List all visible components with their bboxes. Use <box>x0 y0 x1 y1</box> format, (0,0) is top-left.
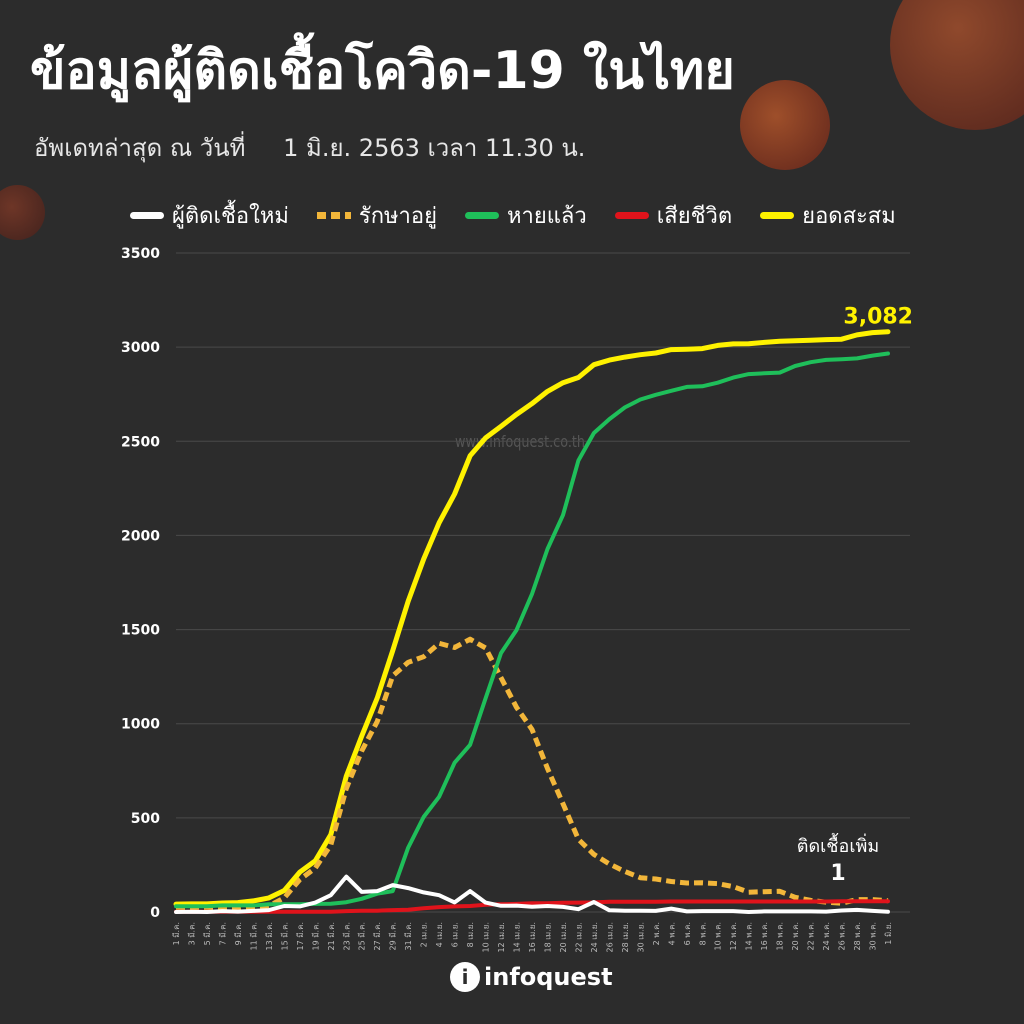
x-tick-label: 1 มิ.ย. <box>884 922 893 945</box>
x-tick-label: 22 เม.ย. <box>574 922 583 953</box>
x-tick-label: 16 เม.ย. <box>528 922 537 953</box>
page-title: ข้อมูลผู้ติดเชื้อโควิด-19 ในไทย <box>30 41 735 101</box>
x-tick-label: 23 มี.ค. <box>342 922 351 950</box>
x-tick-label: 13 มี.ค. <box>265 922 274 950</box>
new-cases-label: ติดเชื้อเพิ่ม <box>797 833 879 857</box>
x-tick-label: 11 มี.ค. <box>249 922 258 950</box>
x-tick-label: 14 พ.ค. <box>745 922 754 950</box>
x-tick-label: 7 มี.ค. <box>218 922 227 945</box>
logo-name: infoquest <box>484 963 613 991</box>
legend-label: เสียชีวิต <box>656 204 733 229</box>
legend-label: ยอดสะสม <box>802 204 896 229</box>
legend-swatch <box>316 212 351 219</box>
y-tick-label: 2000 <box>121 528 160 544</box>
x-tick-label: 12 พ.ค. <box>729 922 738 950</box>
legend-swatch <box>464 212 499 219</box>
y-tick-label: 2500 <box>121 434 160 450</box>
x-tick-label: 8 พ.ค. <box>698 922 707 945</box>
legend-label: ผู้ติดเชื้อใหม่ <box>172 204 289 229</box>
x-tick-label: 30 พ.ค. <box>869 922 878 950</box>
x-tick-label: 18 เม.ย. <box>543 922 552 953</box>
legend-swatch <box>614 212 649 219</box>
x-tick-label: 16 พ.ค. <box>760 922 769 950</box>
x-tick-label: 4 เม.ย. <box>435 922 444 947</box>
x-tick-label: 27 มี.ค. <box>373 922 382 950</box>
new-cases-value: 1 <box>830 861 845 886</box>
x-tick-label: 26 พ.ค. <box>838 922 847 950</box>
legend-item: เสียชีวิต <box>614 198 733 233</box>
series-line <box>174 899 890 914</box>
x-tick-label: 24 เม.ย. <box>590 922 599 953</box>
x-tick-label: 1 มี.ค. <box>172 922 181 945</box>
x-tick-label: 9 มี.ค. <box>234 922 243 945</box>
x-tick-label: 14 เม.ย. <box>513 922 522 953</box>
virus-illustration <box>0 185 45 240</box>
update-label: อัพเดทล่าสุด ณ วันที่ <box>34 134 246 162</box>
update-info: อัพเดทล่าสุด ณ วันที่ 1 มิ.ย. 2563 เวลา … <box>34 128 585 167</box>
x-tick-label: 4 พ.ค. <box>667 922 676 945</box>
x-tick-label: 22 พ.ค. <box>807 922 816 950</box>
series-line <box>173 329 891 907</box>
x-tick-label: 28 เม.ย. <box>621 922 630 953</box>
series-line <box>174 874 890 914</box>
chart-legend: ผู้ติดเชื้อใหม่ รักษาอยู่ หายแล้ว เสียชีวิต… <box>130 198 924 233</box>
legend-swatch <box>760 212 795 219</box>
y-tick-label: 3000 <box>121 340 160 356</box>
infoquest-logo: i infoquest <box>450 962 613 992</box>
y-tick-label: 500 <box>131 811 160 827</box>
x-tick-label: 6 เม.ย. <box>451 922 460 947</box>
y-tick-label: 1000 <box>121 717 160 733</box>
y-tick-label: 1500 <box>121 623 160 639</box>
legend-item: รักษาอยู่ <box>316 198 437 233</box>
x-tick-label: 31 มี.ค. <box>404 922 413 950</box>
y-tick-label: 0 <box>150 905 160 921</box>
series-line <box>175 636 889 913</box>
y-tick-label: 3500 <box>121 246 160 262</box>
x-tick-label: 29 มี.ค. <box>389 922 398 950</box>
update-date: 1 มิ.ย. 2563 เวลา 11.30 น. <box>283 134 586 162</box>
x-tick-label: 18 พ.ค. <box>776 922 785 950</box>
legend-label: หายแล้ว <box>506 204 587 229</box>
x-tick-label: 25 มี.ค. <box>358 922 367 950</box>
legend-item: ยอดสะสม <box>760 198 896 233</box>
x-tick-label: 3 มี.ค. <box>187 922 196 945</box>
legend-item: ผู้ติดเชื้อใหม่ <box>130 198 289 233</box>
legend-label: รักษาอยู่ <box>358 204 437 229</box>
x-tick-label: 12 เม.ย. <box>497 922 506 953</box>
x-tick-label: 17 มี.ค. <box>296 922 305 950</box>
x-tick-label: 2 พ.ค. <box>652 922 661 945</box>
x-tick-label: 5 มี.ค. <box>203 922 212 945</box>
x-tick-label: 20 เม.ย. <box>559 922 568 953</box>
x-tick-label: 26 เม.ย. <box>605 922 614 953</box>
total-value-label: 3,082 <box>843 305 913 330</box>
legend-swatch <box>130 212 164 219</box>
x-tick-label: 2 เม.ย. <box>420 922 429 947</box>
x-tick-label: 10 พ.ค. <box>714 922 723 950</box>
x-tick-label: 15 มี.ค. <box>280 922 289 950</box>
x-tick-label: 30 เม.ย. <box>636 922 645 953</box>
x-tick-label: 8 เม.ย. <box>466 922 475 947</box>
x-tick-label: 24 พ.ค. <box>822 922 831 950</box>
x-tick-label: 28 พ.ค. <box>853 922 862 950</box>
legend-item: หายแล้ว <box>464 198 587 233</box>
x-tick-label: 19 มี.ค. <box>311 922 320 950</box>
x-tick-label: 6 พ.ค. <box>683 922 692 945</box>
logo-mark: i <box>450 962 480 992</box>
virus-illustration <box>740 80 830 170</box>
x-tick-label: 20 พ.ค. <box>791 922 800 950</box>
x-tick-label: 10 เม.ย. <box>482 922 491 953</box>
x-tick-label: 21 มี.ค. <box>327 922 336 950</box>
